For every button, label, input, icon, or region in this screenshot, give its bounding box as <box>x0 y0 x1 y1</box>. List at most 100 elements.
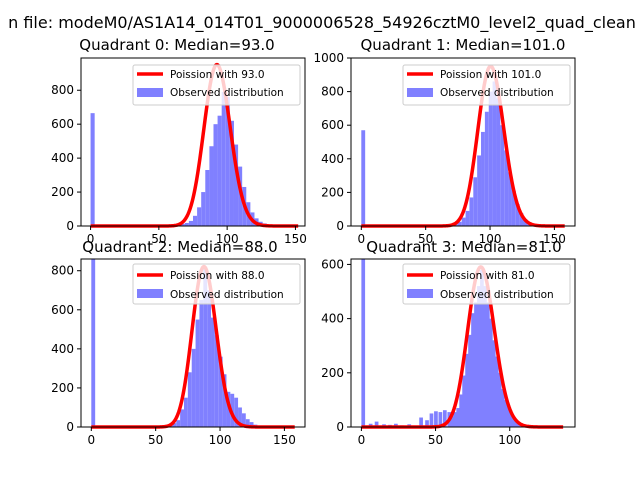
quadrant-1-bars <box>361 81 543 227</box>
histogram-bar <box>214 335 219 427</box>
quadrant-0-legend: Poission with 93.0 Observed distribution <box>132 64 301 106</box>
histogram-bar <box>512 418 517 427</box>
legend-frame <box>132 263 301 305</box>
y-tick-label: 0 <box>66 219 74 233</box>
histogram-bar <box>218 356 223 427</box>
y-tick-label: 400 <box>321 152 344 166</box>
histogram-bar <box>462 375 466 427</box>
histogram-bar <box>473 177 478 226</box>
histogram-bar <box>222 374 227 427</box>
x-tick-label: 0 <box>87 232 95 246</box>
x-tick-label: 0 <box>357 232 365 246</box>
x-tick-label: 0 <box>87 433 95 447</box>
histogram-bar <box>477 155 482 226</box>
legend-observed-swatch <box>407 88 433 97</box>
y-tick-label: 200 <box>51 381 74 395</box>
legend-observed-swatch <box>137 88 163 97</box>
histogram-bar <box>519 213 524 226</box>
y-tick-label: 200 <box>321 185 344 199</box>
histogram-bar <box>188 220 193 226</box>
x-tick-label: 150 <box>273 433 296 447</box>
x-tick-label: 100 <box>479 232 502 246</box>
legend-observed-label: Observed distribution <box>440 87 554 99</box>
legend-observed-label: Observed distribution <box>170 87 284 99</box>
histogram-bar <box>238 407 242 427</box>
histogram-bar <box>506 408 511 427</box>
histogram-bar <box>511 190 516 226</box>
histogram-bar <box>504 150 509 226</box>
histogram-bar <box>491 340 496 427</box>
histogram-bar <box>488 91 493 226</box>
histogram-bar <box>488 318 493 427</box>
legend-observed-swatch <box>137 289 163 298</box>
histogram-bar <box>180 409 184 427</box>
legend-observed-label: Observed distribution <box>440 289 554 301</box>
histogram-bar <box>508 172 512 226</box>
x-tick-label: 50 <box>148 433 163 447</box>
histogram-bar <box>474 302 478 427</box>
axes-frame <box>80 258 306 428</box>
quadrant-0-panel: Quadrant 0: Median=93.0 0 50 100 150 0 200 400… <box>51 36 307 246</box>
y-tick-label: 400 <box>51 342 74 356</box>
quadrant-2-title: Quadrant 2: Median=88.0 <box>82 238 277 256</box>
y-tick-label: 600 <box>321 118 344 132</box>
y-tick-label: 400 <box>321 312 344 326</box>
histogram-bar <box>471 313 475 427</box>
histogram-bar <box>245 419 250 427</box>
histogram-bar <box>180 223 185 226</box>
histogram-bar <box>484 111 489 226</box>
histogram-bar <box>496 98 501 226</box>
histogram-bar <box>485 302 490 427</box>
x-tick-label: 100 <box>216 232 239 246</box>
histogram-bar <box>480 269 484 427</box>
x-tick-label: 50 <box>418 232 433 246</box>
histogram-bar <box>434 411 438 427</box>
y-tick-label: 800 <box>321 85 344 99</box>
quadrant-2-axes: 0 50 100 150 0 200 400 600 800 <box>51 258 306 447</box>
histogram-bar <box>457 221 462 226</box>
quadrant-1-legend: Poission with 101.0 Observed distributio… <box>402 64 571 106</box>
histogram-bar <box>183 397 188 427</box>
histogram-bar <box>515 204 520 226</box>
histogram-bar <box>225 97 230 226</box>
histogram-bar <box>494 356 499 427</box>
legend-poisson-label: Poission with 101.0 <box>440 69 541 81</box>
histogram-bar <box>419 417 423 427</box>
histogram-bar <box>456 408 461 427</box>
y-tick-label: 1000 <box>313 51 344 65</box>
histogram-bar <box>459 394 463 427</box>
histogram-bar <box>90 113 95 226</box>
y-tick-label: 400 <box>51 151 74 165</box>
histogram-bar <box>207 290 212 427</box>
histogram-bar <box>201 192 206 226</box>
quadrant-3-panel: 0 50 100 0 200 400 600 Quadrant 3: Median=81.0… <box>321 238 576 447</box>
quadrant-2-bars <box>91 259 266 427</box>
histogram-bar <box>361 259 366 427</box>
histogram-bar <box>465 210 470 226</box>
histogram-bar <box>468 334 472 427</box>
histogram-bar <box>221 91 226 226</box>
y-tick-label: 800 <box>51 264 74 278</box>
quadrant-2-panel: 0 50 100 150 0 200 400 600 800 Quadrant 2: Media… <box>51 238 306 447</box>
y-tick-label: 0 <box>336 219 344 233</box>
histogram-bar <box>91 259 96 427</box>
histogram-bar <box>503 399 508 427</box>
histogram-bar <box>515 421 520 427</box>
histogram-bar <box>497 372 502 427</box>
histogram-bar <box>500 125 505 226</box>
y-tick-label: 0 <box>66 420 74 434</box>
histogram-bar <box>442 410 447 427</box>
x-tick-label: 50 <box>428 433 443 447</box>
legend-frame <box>402 64 571 106</box>
histogram-bar <box>492 81 497 227</box>
histogram-bar <box>191 348 196 427</box>
quadrant-1-axes: 0 50 100 150 0 200 400 600 800 1000 <box>313 51 576 246</box>
histogram-bar <box>205 170 210 226</box>
histogram-bar <box>184 222 189 226</box>
y-tick-label: 0 <box>336 420 344 434</box>
histogram-bar <box>465 353 469 427</box>
histogram-bar <box>226 391 231 427</box>
histogram-bar <box>187 372 192 427</box>
quadrant-3-legend: Poission with 81.0 Observed distribution <box>402 263 571 305</box>
histogram-bar <box>209 146 214 226</box>
